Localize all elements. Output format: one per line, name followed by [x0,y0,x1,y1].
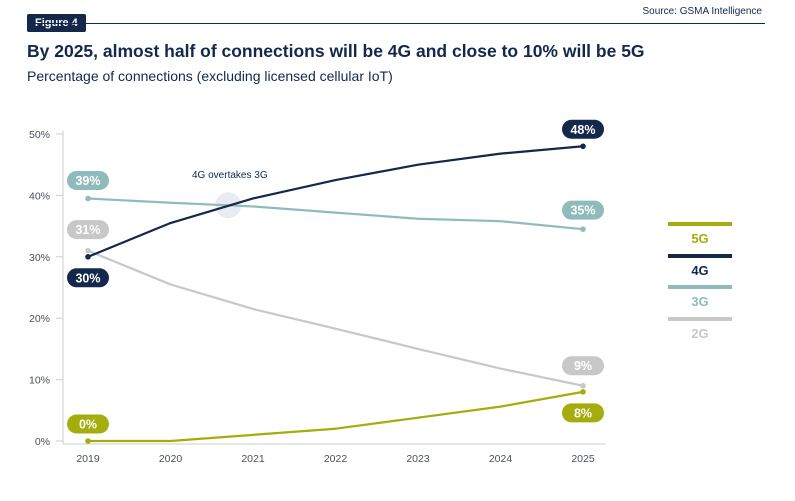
legend-label: 4G [691,262,709,278]
data-label-end-4g-text: 48% [570,123,595,137]
legend-label: 3G [691,294,709,309]
data-label-end-5g: 8% [562,403,604,423]
data-label-end-3g: 35% [562,200,604,220]
legend-item-4g: 4G [668,253,732,286]
data-label-start-2g-bg [67,220,109,240]
x-tick-label: 2020 [159,453,183,465]
data-label-start-2g: 31% [67,220,109,240]
legend-item-2g: 2G [668,316,732,349]
data-label-end-3g-text: 35% [570,204,595,218]
source-note: Source: GSMA Intelligence [636,6,762,17]
series-point-4g [85,253,91,260]
data-label-end-5g-text: 8% [574,406,592,420]
data-label-start-4g: 30% [67,268,109,288]
data-label-end-2g-text: 9% [574,359,592,373]
data-label-end-3g-bg [562,200,604,220]
series-line-2g [86,249,585,387]
y-tick-label: 30% [29,252,50,264]
legend-swatch [668,222,732,226]
data-label-start-4g-text: 30% [75,271,100,285]
series-point-2g [85,247,91,254]
data-label-start-5g-bg [67,414,109,434]
x-tick-label: 2022 [324,453,348,465]
x-tick-label: 2025 [571,453,595,465]
data-label-end-4g: 48% [562,119,604,139]
y-tick-label: 20% [29,313,50,325]
data-label-start-3g: 39% [67,170,109,190]
chart-title: By 2025, almost half of connections will… [27,41,645,61]
x-tick-label: 2021 [241,453,265,465]
data-label-end-2g: 9% [562,356,604,376]
data-label-end-4g-bg [562,119,604,139]
series-point-2g [580,382,586,389]
series-point-3g [85,195,91,202]
series-line-4g [86,145,585,258]
legend-item-3g: 3G [668,285,732,317]
x-tick-label: 2023 [406,453,430,465]
series-point-3g [580,226,586,232]
top-rule [27,23,765,24]
y-tick-label: 50% [29,129,50,141]
data-label-start-4g-bg [67,268,109,288]
series-point-5g [580,389,586,395]
chart-legend: 5G 4G 3G 2G [668,222,732,348]
y-tick-label: 0% [35,436,50,448]
legend-label: 5G [691,231,709,246]
legend-swatch [668,253,732,258]
series-line-3g [86,197,585,231]
series-line-5g [86,390,585,443]
y-tick-label: 40% [29,190,50,202]
series-point-5g [85,438,91,444]
legend-label: 2G [691,325,709,341]
data-label-end-2g-bg [562,356,604,376]
annotation-label: 4G overtakes 3G [192,170,268,181]
y-tick-label: 10% [29,375,50,387]
legend-swatch [668,285,732,289]
data-label-end-5g-bg [562,403,604,423]
legend-item-5g: 5G [668,222,732,254]
x-tick-label: 2024 [489,453,513,465]
data-label-start-3g-bg [67,170,109,190]
legend-swatch [668,316,732,321]
x-tick-label: 2019 [76,453,100,465]
series-point-4g [580,143,586,150]
data-label-start-3g-text: 39% [75,174,100,188]
data-label-start-5g-text: 0% [79,418,97,432]
data-label-start-5g: 0% [67,414,109,434]
data-label-start-2g-text: 31% [75,223,100,237]
chart-subtitle: Percentage of connections (excluding lic… [27,68,393,84]
